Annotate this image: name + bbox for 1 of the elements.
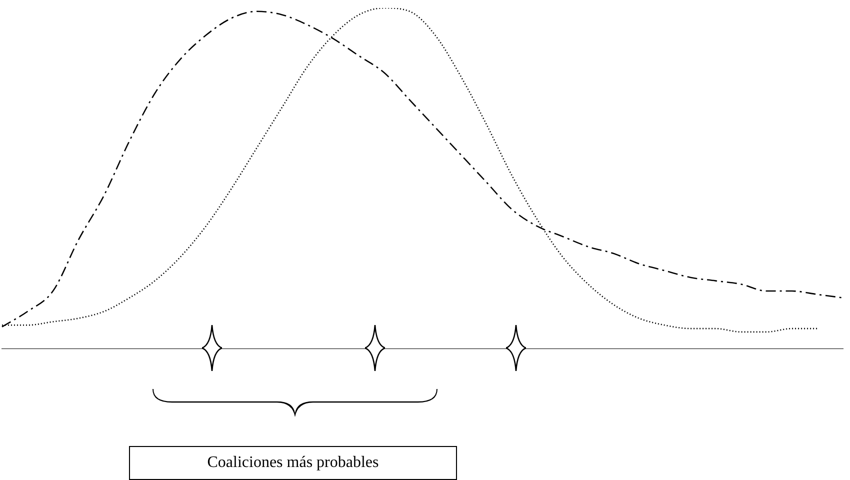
text: Coaliciones más probables <box>129 446 457 480</box>
